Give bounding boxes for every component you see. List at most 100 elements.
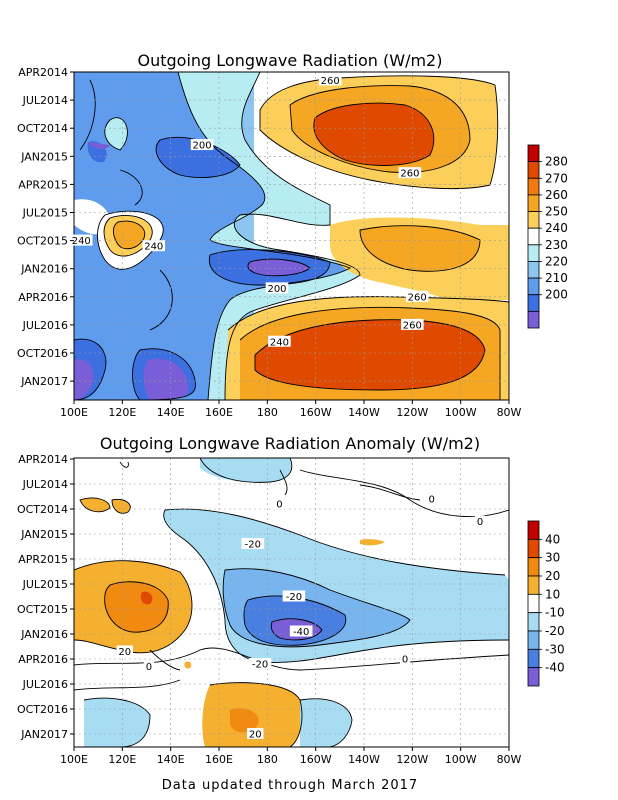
colorbar-label: 40 xyxy=(545,532,560,546)
contour-label: 200 xyxy=(193,141,212,152)
x-tick-label: 80W xyxy=(497,753,522,766)
top-contour-labels: 260 200 260 240 240 200 260 260 240 xyxy=(69,74,429,348)
colorbar-label: -20 xyxy=(545,624,565,638)
x-tick-label: 120E xyxy=(108,406,136,419)
x-tick-label: 160E xyxy=(205,406,233,419)
colorbar-label: 270 xyxy=(545,171,568,185)
colorbar-label: 20 xyxy=(545,569,560,583)
colorbar-label: 230 xyxy=(545,238,568,252)
bottom-x-axis: 100E 120E 140E 160E 180 160W 140W 120W 100W 80W xyxy=(60,747,522,766)
colorbar-swatch xyxy=(527,593,540,614)
y-tick-label: OCT2015 xyxy=(17,235,68,248)
top-y-axis: APR2014 JUL2014 OCT2014 JAN2015 APR2015 JUL20… xyxy=(17,66,74,388)
colorbar-swatch xyxy=(527,227,540,246)
x-tick-label: 140W xyxy=(348,753,380,766)
colorbar-swatch xyxy=(527,630,540,650)
bottom-grid xyxy=(74,458,509,747)
x-tick-label: 80W xyxy=(497,406,522,419)
colorbar-label: 220 xyxy=(545,254,568,268)
colorbar-swatch xyxy=(527,612,540,632)
top-x-axis: 100E 120E 140E 160E 180 160W 140W 120W 100W 80W xyxy=(60,400,522,419)
x-tick-label: 100E xyxy=(60,753,88,766)
x-tick-label: 140E xyxy=(157,753,185,766)
y-tick-label: APR2015 xyxy=(18,553,68,566)
contour-label: 240 xyxy=(72,236,91,247)
contour-label: 0 xyxy=(402,655,408,666)
y-tick-label: JUL2015 xyxy=(22,578,68,591)
colorbar-label: 240 xyxy=(545,221,568,235)
y-tick-label: OCT2014 xyxy=(17,503,68,516)
y-tick-label: JAN2016 xyxy=(20,628,68,641)
colorbar-swatch xyxy=(527,261,540,279)
data-updated-note: Data updated through March 2017 xyxy=(162,778,418,793)
colorbar-swatch xyxy=(527,194,540,212)
colorbar-label: 260 xyxy=(545,188,568,202)
colorbar-swatch xyxy=(527,294,540,312)
contour-label: -40 xyxy=(293,627,309,638)
x-tick-label: 120E xyxy=(108,753,136,766)
contour-label: 260 xyxy=(400,169,419,180)
y-tick-label: OCT2016 xyxy=(17,347,68,360)
contour-label: 240 xyxy=(270,337,289,348)
colorbar-swatch xyxy=(527,520,540,540)
y-tick-label: APR2014 xyxy=(18,66,68,79)
x-tick-label: 100E xyxy=(60,406,88,419)
colorbar-label: 250 xyxy=(545,205,568,219)
y-tick-label: JAN2017 xyxy=(20,728,68,741)
x-tick-label: 160E xyxy=(205,753,233,766)
colorbar-swatch xyxy=(527,310,540,329)
contour-label: -20 xyxy=(245,540,261,551)
contour-label: 200 xyxy=(267,284,286,295)
contour-label: 0 xyxy=(477,517,483,528)
y-tick-label: JAN2015 xyxy=(20,150,68,163)
x-tick-label: 160W xyxy=(300,406,332,419)
y-tick-label: OCT2016 xyxy=(17,703,68,716)
colorbar-swatch xyxy=(527,144,540,163)
y-tick-label: OCT2015 xyxy=(17,603,68,616)
colorbar-label: 200 xyxy=(545,288,568,302)
contour-label: 20 xyxy=(118,647,131,658)
y-tick-label: OCT2014 xyxy=(17,122,68,135)
y-tick-label: APR2016 xyxy=(18,291,68,304)
contour-label: -20 xyxy=(252,660,268,671)
bottom-contour-labels: 0 0 0 -20 -20 -40 20 -20 0 0 20 xyxy=(116,493,486,741)
colorbar-swatch xyxy=(527,538,540,559)
colorbar-swatch xyxy=(527,177,540,196)
colorbar-label: 210 xyxy=(545,271,568,285)
top-colorbar: 280 270 260 250 240 230 220 210 200 xyxy=(527,144,568,329)
top-contour-lines xyxy=(74,72,509,400)
contour-label: 240 xyxy=(144,242,163,253)
top-chart-title: Outgoing Longwave Radiation (W/m2) xyxy=(138,51,443,70)
olr-blue-region xyxy=(74,72,350,400)
contour-label: 260 xyxy=(403,320,422,331)
colorbar-label: -10 xyxy=(545,606,565,620)
bottom-colorbar: 40 30 20 10 -10 -20 -30 -40 xyxy=(527,520,565,687)
colorbar-label: -40 xyxy=(545,661,565,675)
y-tick-label: JUL2016 xyxy=(22,678,68,691)
x-tick-label: 160W xyxy=(300,753,332,766)
x-tick-label: 100W xyxy=(445,406,477,419)
y-tick-label: JAN2015 xyxy=(20,528,68,541)
y-tick-label: JAN2016 xyxy=(20,263,68,276)
colorbar-swatch xyxy=(527,557,540,577)
y-tick-label: JUL2015 xyxy=(22,207,68,220)
contour-label: 260 xyxy=(321,76,340,87)
y-tick-label: JAN2017 xyxy=(20,375,68,388)
x-tick-label: 180 xyxy=(257,753,278,766)
colorbar-label: -30 xyxy=(545,642,565,656)
y-tick-label: APR2015 xyxy=(18,178,68,191)
x-tick-label: 120W xyxy=(396,753,428,766)
colorbar-swatch xyxy=(527,667,540,687)
x-tick-label: 120W xyxy=(396,406,428,419)
colorbar-swatch xyxy=(527,161,540,179)
colorbar-swatch xyxy=(527,575,540,595)
y-tick-label: APR2014 xyxy=(18,453,68,466)
colorbar-label: 10 xyxy=(545,587,560,601)
top-plot-area: 260 200 260 240 240 200 260 260 240 100E 120E 140E… xyxy=(17,66,522,419)
contour-label: 0 xyxy=(428,495,434,506)
x-tick-label: 180 xyxy=(257,406,278,419)
colorbar-swatch xyxy=(527,244,540,262)
contour-label: 0 xyxy=(146,662,152,673)
y-tick-label: JUL2014 xyxy=(22,94,68,107)
